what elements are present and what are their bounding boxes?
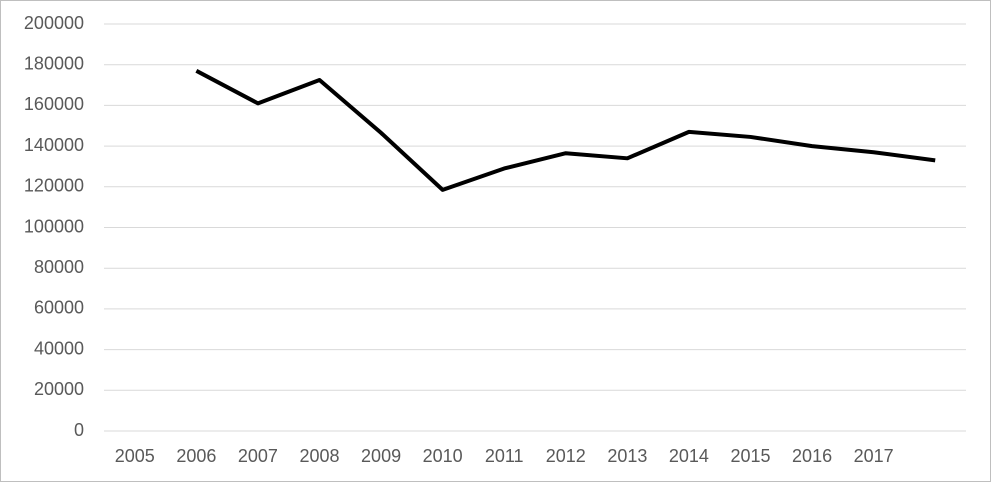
y-tick-label: 120000 xyxy=(24,176,84,196)
x-tick-label: 2014 xyxy=(669,446,709,466)
x-tick-label: 2007 xyxy=(238,446,278,466)
x-tick-label: 2012 xyxy=(546,446,586,466)
y-tick-label: 180000 xyxy=(24,53,84,73)
x-tick-label: 2010 xyxy=(423,446,463,466)
x-tick-label: 2009 xyxy=(361,446,401,466)
y-tick-label: 40000 xyxy=(34,338,84,358)
y-tick-label: 160000 xyxy=(24,94,84,114)
x-tick-label: 2015 xyxy=(730,446,770,466)
y-tick-label: 60000 xyxy=(34,298,84,318)
x-tick-label: 2005 xyxy=(115,446,155,466)
line-series xyxy=(195,69,936,192)
y-tick-label: 140000 xyxy=(24,135,84,155)
x-tick-label: 2013 xyxy=(607,446,647,466)
y-tick-label: 0 xyxy=(74,420,84,440)
y-tick-label: 200000 xyxy=(24,13,84,33)
y-tick-label: 20000 xyxy=(34,379,84,399)
x-tick-label: 2017 xyxy=(854,446,894,466)
x-tick-label: 2011 xyxy=(485,446,524,466)
x-tick-label: 2006 xyxy=(176,446,216,466)
y-tick-label: 100000 xyxy=(24,216,84,236)
y-tick-label: 80000 xyxy=(34,257,84,277)
x-tick-label: 2016 xyxy=(792,446,832,466)
x-tick-label: 2008 xyxy=(299,446,339,466)
